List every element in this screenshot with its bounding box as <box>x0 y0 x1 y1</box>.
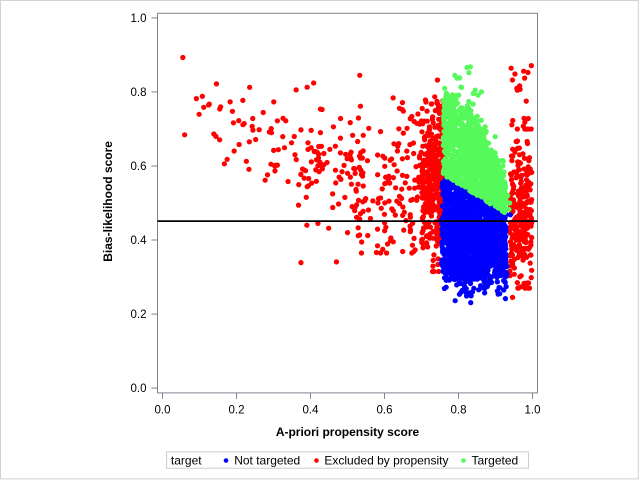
svg-text:Bias-likelihood score: Bias-likelihood score <box>101 141 115 262</box>
svg-text:0.2: 0.2 <box>131 309 147 321</box>
svg-text:0.6: 0.6 <box>131 161 147 173</box>
svg-text:0.0: 0.0 <box>155 405 171 417</box>
svg-text:0.6: 0.6 <box>377 405 393 417</box>
svg-text:0.8: 0.8 <box>131 87 147 99</box>
svg-text:Targeted: Targeted <box>472 454 519 468</box>
svg-text:0.4: 0.4 <box>131 235 148 247</box>
svg-text:Not targeted: Not targeted <box>234 454 300 468</box>
svg-text:0.2: 0.2 <box>229 405 245 417</box>
svg-text:target: target <box>171 454 202 468</box>
svg-text:Excluded by propensity: Excluded by propensity <box>324 454 448 468</box>
svg-text:1.0: 1.0 <box>131 13 147 25</box>
svg-text:0.0: 0.0 <box>131 383 147 395</box>
svg-text:1.0: 1.0 <box>525 405 541 417</box>
svg-text:0.4: 0.4 <box>303 405 320 417</box>
svg-text:A-priori propensity score: A-priori propensity score <box>276 425 420 439</box>
svg-text:0.8: 0.8 <box>451 405 467 417</box>
